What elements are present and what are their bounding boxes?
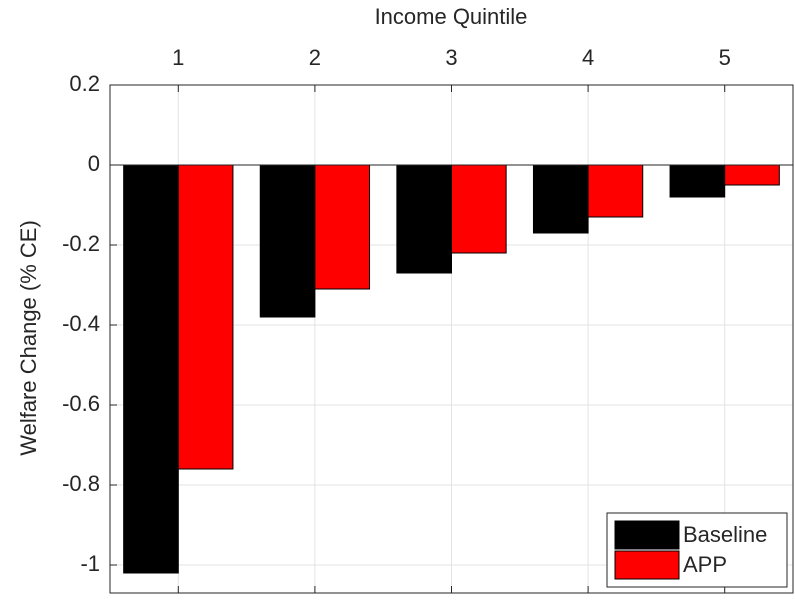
axes-box [109,84,794,594]
y-tick-label: -0.2 [62,231,100,256]
x-tick-label: 2 [309,45,321,70]
y-tick-label: -0.4 [62,311,100,336]
y-tick-label: 0.2 [69,71,100,96]
y-axis-title: Welfare Change (% CE) [16,220,41,456]
x-tick-label: 5 [719,45,731,70]
legend-label: APP [683,552,727,577]
x-tick-label: 1 [172,45,184,70]
x-axis-title: Income Quintile [375,4,528,29]
y-tick-label: -0.8 [62,471,100,496]
legend: Baseline APP [606,512,788,588]
x-tick-label: 3 [445,45,457,70]
x-tick-label: 4 [582,45,594,70]
bar [669,164,726,198]
y-tick-label: 0 [88,151,100,176]
y-tick-label: -0.6 [62,391,100,416]
bar [532,164,589,234]
legend-swatch [614,520,680,550]
bar [177,164,234,470]
y-tick-label: -1 [80,551,100,576]
legend-swatch [614,550,680,580]
bar [259,164,316,318]
bar [396,164,452,274]
bar [314,164,371,290]
legend-label: Baseline [683,522,767,547]
bar [451,164,507,254]
bar [123,164,179,574]
bar [587,164,644,218]
bar [724,164,780,186]
